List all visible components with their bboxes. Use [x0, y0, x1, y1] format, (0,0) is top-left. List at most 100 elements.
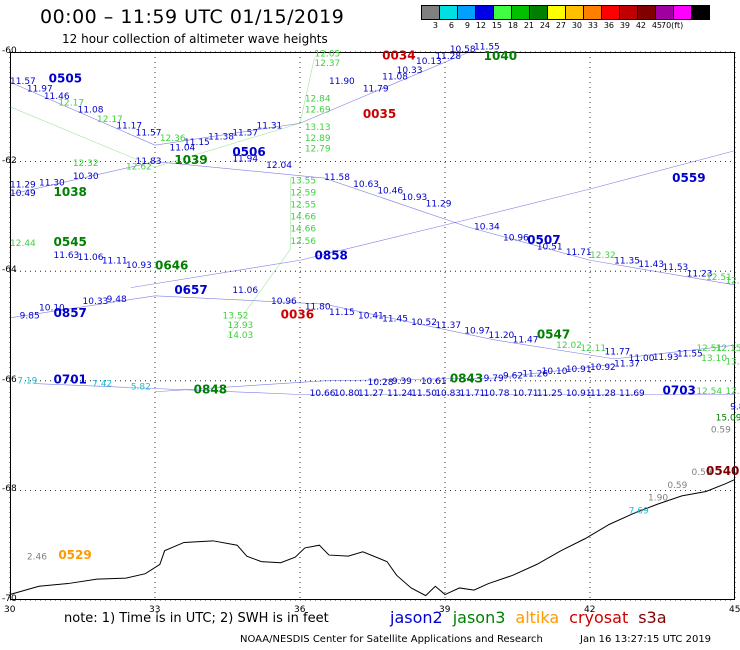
- pass-time-label: 0036: [281, 307, 314, 321]
- swh-value-label: 10.93: [126, 261, 152, 271]
- swh-value-label: 12.11: [580, 344, 606, 354]
- swh-value-label: 11.57: [136, 128, 162, 138]
- satellite-track: [130, 150, 736, 288]
- swh-value-label: 9.39: [392, 377, 412, 387]
- swh-value-label: 11.29: [10, 180, 36, 190]
- pass-time-label: 0505: [49, 72, 82, 86]
- swh-value-label: 11.15: [329, 308, 355, 318]
- legend-item-altika: altika: [515, 608, 560, 627]
- swh-value-label: 12.44: [725, 387, 740, 397]
- swh-value-label: 11.50: [411, 389, 437, 399]
- swh-value-label: 11.58: [324, 173, 350, 183]
- swh-value-label: 12.32: [590, 251, 616, 261]
- swh-value-label: 11.55: [474, 42, 500, 52]
- latitude-label: -66: [2, 374, 17, 385]
- swh-value-label: 11.43: [638, 260, 664, 270]
- swh-value-label: 10.33: [397, 66, 423, 76]
- swh-value-label: 13.52: [223, 311, 249, 321]
- swh-value-label: 11.83: [136, 157, 162, 167]
- colorbar-tick-label: 6: [448, 21, 454, 30]
- pass-time-label: 0540: [706, 464, 739, 478]
- swh-value-label: 10.10: [542, 367, 568, 377]
- coastline: [9, 478, 736, 597]
- swh-value-label: 12.55: [290, 201, 316, 211]
- swh-value-label: 12.05: [315, 49, 341, 59]
- legend-item-jason3: jason3: [452, 608, 506, 627]
- legend-item-cryosat: cryosat: [569, 608, 629, 627]
- swh-value-label: 10.51: [537, 242, 563, 252]
- swh-value-label: 13.10: [701, 354, 727, 364]
- swh-value-label: 11.57: [232, 128, 258, 138]
- generated-timestamp: Jan 16 13:27:15 UTC 2019: [580, 634, 712, 645]
- satellite-legend: jason2 jason3 altika cryosat s3a: [390, 608, 677, 627]
- swh-value-label: 12.89: [305, 134, 331, 144]
- swh-value-label: 12.56: [290, 237, 316, 247]
- pass-time-label: 0857: [54, 306, 87, 320]
- swh-value-label: 9.79: [484, 374, 504, 384]
- swh-value-label: 12.44: [10, 239, 36, 249]
- swh-value-label: 11.04: [170, 144, 196, 154]
- swh-value-label: 11.90: [329, 77, 355, 87]
- satellite-track: [227, 178, 291, 338]
- swh-value-label: 12.63: [725, 276, 740, 286]
- swh-value-label: 11.35: [614, 257, 640, 267]
- pass-time-label: 0545: [54, 235, 87, 249]
- swh-value-label: 11.55: [677, 350, 703, 360]
- swh-value-label: 7.69: [629, 506, 649, 516]
- legend-item-s3a: s3a: [638, 608, 667, 627]
- swh-value-label: 11.53: [663, 263, 689, 273]
- swh-value-label: 1.90: [648, 493, 668, 503]
- colorbar-tick-label: 21: [523, 21, 534, 30]
- swh-value-label: 10.13: [416, 57, 442, 67]
- pass-time-label: 0646: [155, 259, 188, 273]
- pass-time-label: 0701: [54, 373, 87, 387]
- swh-value-label: 10.33: [83, 297, 109, 307]
- pass-time-label: 1040: [484, 49, 517, 63]
- swh-value-label: 11.08: [78, 105, 104, 115]
- swh-value-label: 11.06: [232, 286, 258, 296]
- swh-value-label: 12.51: [706, 273, 732, 283]
- swh-value-label: 11.93: [653, 353, 679, 363]
- swh-value-label: 10.91: [566, 389, 592, 399]
- satellite-track: [9, 57, 315, 168]
- swh-value-label: 11.77: [605, 347, 631, 357]
- swh-value-label: 13.55: [290, 177, 316, 187]
- swh-value-label: 13.93: [228, 321, 254, 331]
- colorbar-tick-label: 3: [432, 21, 438, 30]
- satellite-track: [9, 51, 470, 146]
- swh-value-label: 11.30: [39, 179, 65, 189]
- swh-value-label: 10.58: [450, 45, 476, 55]
- swh-value-label: 12.02: [556, 341, 582, 351]
- swh-value-label: 12.62: [126, 162, 152, 172]
- swh-value-label: 10.91: [566, 365, 592, 375]
- colorbar: [421, 5, 710, 20]
- credit-line: NOAA/NESDIS Center for Satellite Applica…: [240, 634, 543, 645]
- longitude-label: 45: [729, 605, 740, 615]
- swh-value-label: 14.66: [290, 213, 316, 223]
- swh-value-label: 12.17: [97, 115, 123, 125]
- colorbar-swatch: [691, 5, 710, 20]
- swh-value-label: 12.32: [73, 159, 99, 169]
- swh-value-label: 0.59: [711, 425, 731, 435]
- swh-value-label: 11.08: [382, 72, 408, 82]
- swh-value-label: 13.38: [725, 357, 740, 367]
- swh-value-label: 11.27: [358, 389, 384, 399]
- swh-value-label: 11.38: [208, 133, 234, 143]
- latitude-label: -70: [2, 594, 17, 604]
- swh-value-label: 11.97: [27, 84, 53, 94]
- swh-value-label: 9.62: [503, 372, 523, 382]
- longitude-label: 39: [439, 605, 451, 615]
- swh-value-label: 11.37: [614, 360, 640, 370]
- swh-value-label: 10.41: [358, 311, 384, 321]
- swh-value-label: 12.84: [305, 94, 331, 104]
- longitude-label: 30: [4, 605, 16, 615]
- legend-item-jason2: jason2: [390, 608, 443, 627]
- swh-value-label: 11.29: [426, 200, 452, 210]
- swh-value-label: 5.82: [131, 383, 151, 393]
- swh-value-label: 10.46: [377, 186, 403, 196]
- swh-value-label: 12.59: [290, 189, 316, 199]
- swh-value-label: 14.03: [228, 331, 254, 341]
- longitude-label: 33: [149, 605, 161, 615]
- swh-value-label: 10.10: [39, 304, 65, 314]
